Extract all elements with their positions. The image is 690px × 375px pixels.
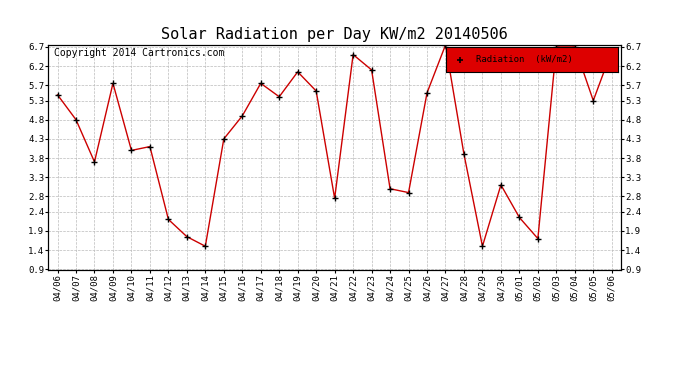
Text: Copyright 2014 Cartronics.com: Copyright 2014 Cartronics.com: [54, 48, 224, 58]
Title: Solar Radiation per Day KW/m2 20140506: Solar Radiation per Day KW/m2 20140506: [161, 27, 508, 42]
